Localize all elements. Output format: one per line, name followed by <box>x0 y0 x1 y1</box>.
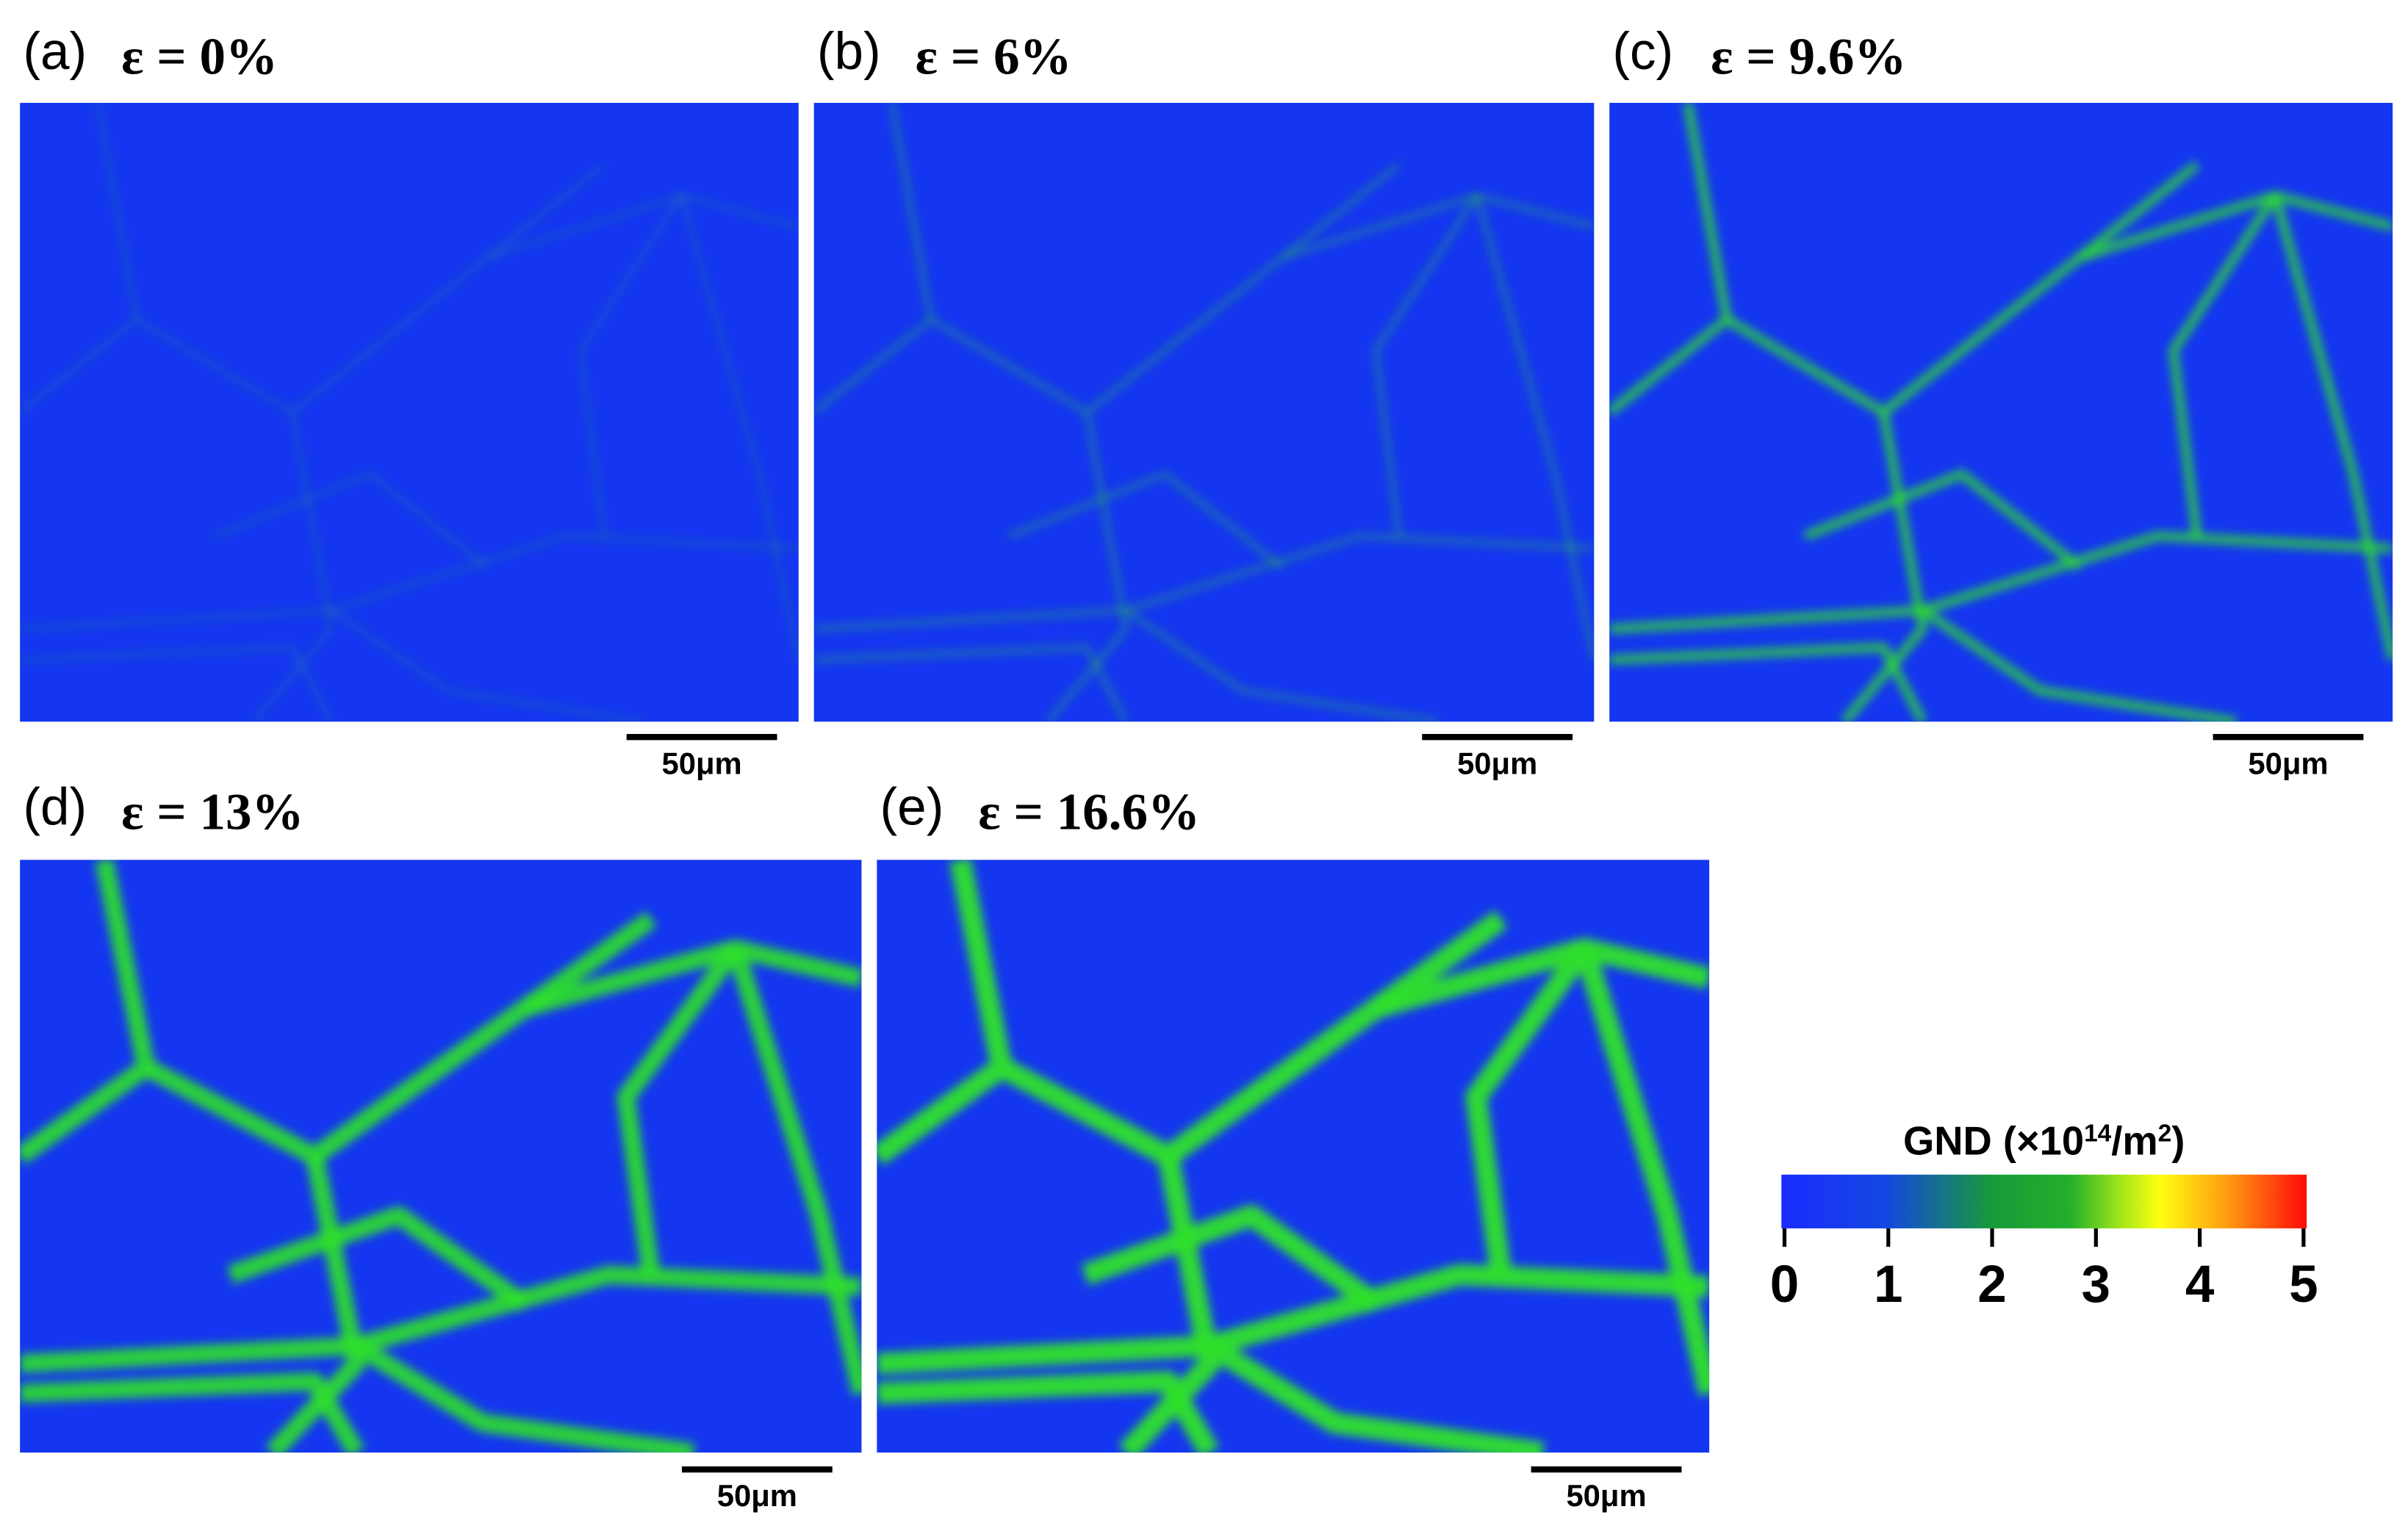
scale-bar-label: 50μm <box>717 1478 797 1513</box>
grain-boundary <box>930 162 1401 415</box>
grain-boundary <box>877 1370 1220 1453</box>
grain-boundary <box>813 103 934 414</box>
panel-label: (d) <box>23 778 87 836</box>
grain-boundary <box>1841 411 1927 722</box>
grain-boundary <box>20 1265 862 1373</box>
grain-boundary <box>1204 1336 1545 1453</box>
boundaries <box>877 860 1710 1453</box>
grain-boundary <box>1609 531 2393 634</box>
colorbar-tick-label: 5 <box>2289 1256 2318 1314</box>
strain-label: ε = 0% <box>121 28 278 85</box>
grain-boundary <box>1046 411 1129 722</box>
grain-boundary <box>877 860 1013 1165</box>
grain-boundary <box>1373 194 1479 536</box>
grain-boundary <box>265 1154 366 1453</box>
scale-bar-label: 50μm <box>1566 1478 1646 1513</box>
grain-boundary <box>20 534 799 631</box>
panel: (b) ε = 6% 50μm <box>813 23 1595 780</box>
panel-label: (c) <box>1612 23 1673 81</box>
grain-boundary <box>578 195 683 536</box>
scale-bar-label: 50μm <box>1457 746 1537 780</box>
colorbar-tick-label: 0 <box>1770 1256 1800 1314</box>
panel: (c) ε = 9.6% 50μm <box>1609 23 2393 780</box>
boundaries <box>1609 103 2393 722</box>
grain-boundary <box>1465 942 1593 1277</box>
colorbar-tick-label: 2 <box>1977 1256 2007 1314</box>
title-part: GND (×10 <box>1903 1119 2084 1164</box>
grain-boundary <box>1124 608 1439 722</box>
panel-label: (a) <box>23 23 87 81</box>
grain-boundary <box>20 860 156 1164</box>
grain-boundary <box>1609 642 1927 722</box>
grain-boundary <box>2271 194 2393 661</box>
grain-boundary <box>877 1264 1710 1375</box>
grain-boundary <box>2168 192 2279 537</box>
strain-label: ε = 13% <box>121 784 303 841</box>
strain-label: ε = 9.6% <box>1711 28 1906 85</box>
grain-boundary <box>214 472 489 569</box>
colorbar-tick-label: 4 <box>2185 1256 2215 1314</box>
grain-boundary <box>20 103 139 414</box>
grain-boundary <box>351 1338 695 1453</box>
grain-boundary <box>20 1372 365 1453</box>
colorbar-title: GND (×1014/m2) <box>1903 1119 2185 1164</box>
grain-boundary <box>1724 161 2200 417</box>
scale-bar-label: 50μm <box>2248 746 2328 780</box>
grain-boundary <box>1803 469 2082 571</box>
grain-boundary <box>1475 195 1595 660</box>
grain-boundary <box>1920 606 2237 722</box>
grain-boundary <box>680 195 799 660</box>
grain-boundary <box>1081 1204 1383 1314</box>
colorbar-tick-label: 3 <box>2082 1256 2111 1314</box>
grain-boundary <box>20 646 333 722</box>
grain-boundary <box>813 644 1129 722</box>
panel-label: (e) <box>880 778 944 836</box>
grain-boundary <box>1118 1153 1221 1453</box>
panel: (d) ε = 13% 50μm <box>20 778 862 1513</box>
boundaries <box>20 860 862 1453</box>
strain-label: ε = 16.6% <box>978 784 1200 841</box>
colorbar-tick-label: 1 <box>1874 1256 1903 1314</box>
grain-boundary <box>142 911 657 1166</box>
scale-bar-label: 50μm <box>662 746 742 780</box>
grain-boundary <box>813 533 1595 632</box>
panels: (a) ε = 0% 50μm (b) ε = 6% 50μm (c) ε = 9.6% 50μ… <box>20 23 2393 1513</box>
strain-label: ε = 6% <box>916 28 1072 85</box>
title-part: /m <box>2111 1119 2157 1164</box>
grain-boundary <box>135 163 605 414</box>
title-part: ) <box>2171 1119 2185 1164</box>
grain-boundary <box>1609 103 1732 417</box>
grain-boundary <box>1574 945 1710 1396</box>
gnd-map <box>813 103 1595 722</box>
grain-boundary <box>330 609 644 722</box>
grain-boundary <box>726 946 862 1396</box>
boundaries <box>813 103 1595 722</box>
title-part: 14 <box>2084 1120 2112 1147</box>
boundaries <box>20 103 799 722</box>
grain-boundary <box>996 910 1508 1167</box>
panel-label: (b) <box>817 23 881 81</box>
grain-boundary <box>252 411 334 722</box>
panel: (a) ε = 0% 50μm <box>20 23 799 780</box>
gnd-map <box>20 103 799 722</box>
grain-boundary <box>617 943 743 1276</box>
title-part: 2 <box>2158 1120 2172 1147</box>
grain-boundary <box>1007 472 1284 569</box>
grain-boundary <box>227 1206 531 1312</box>
colorbar-gradient <box>1781 1174 2307 1228</box>
panel: (e) ε = 16.6% 50μm <box>877 778 1710 1513</box>
